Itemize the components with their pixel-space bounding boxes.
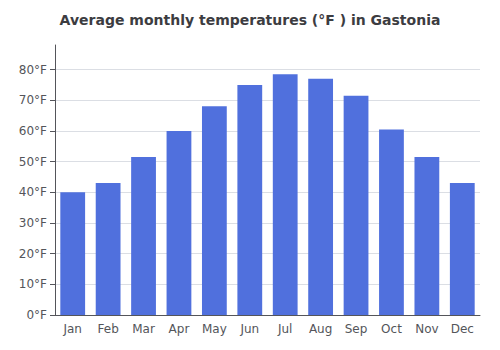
svg-text:50°F: 50°F [19, 155, 47, 169]
svg-text:May: May [202, 322, 227, 336]
svg-text:40°F: 40°F [19, 185, 47, 199]
svg-text:80°F: 80°F [19, 63, 47, 77]
svg-text:20°F: 20°F [19, 247, 47, 261]
svg-text:0°F: 0°F [26, 308, 47, 322]
svg-text:Dec: Dec [451, 322, 474, 336]
svg-text:Oct: Oct [381, 322, 402, 336]
svg-text:Average monthly temperatures (: Average monthly temperatures (°F ) in Ga… [60, 12, 441, 28]
svg-text:30°F: 30°F [19, 216, 47, 230]
svg-text:70°F: 70°F [19, 93, 47, 107]
svg-text:Jul: Jul [277, 322, 292, 336]
svg-text:Jun: Jun [239, 322, 259, 336]
svg-text:Apr: Apr [169, 322, 190, 336]
svg-text:Nov: Nov [415, 322, 438, 336]
svg-text:Mar: Mar [132, 322, 155, 336]
svg-text:Aug: Aug [309, 322, 332, 336]
svg-text:60°F: 60°F [19, 124, 47, 138]
svg-text:Sep: Sep [345, 322, 368, 336]
svg-text:Feb: Feb [98, 322, 119, 336]
svg-text:Jan: Jan [62, 322, 82, 336]
svg-text:10°F: 10°F [19, 277, 47, 291]
